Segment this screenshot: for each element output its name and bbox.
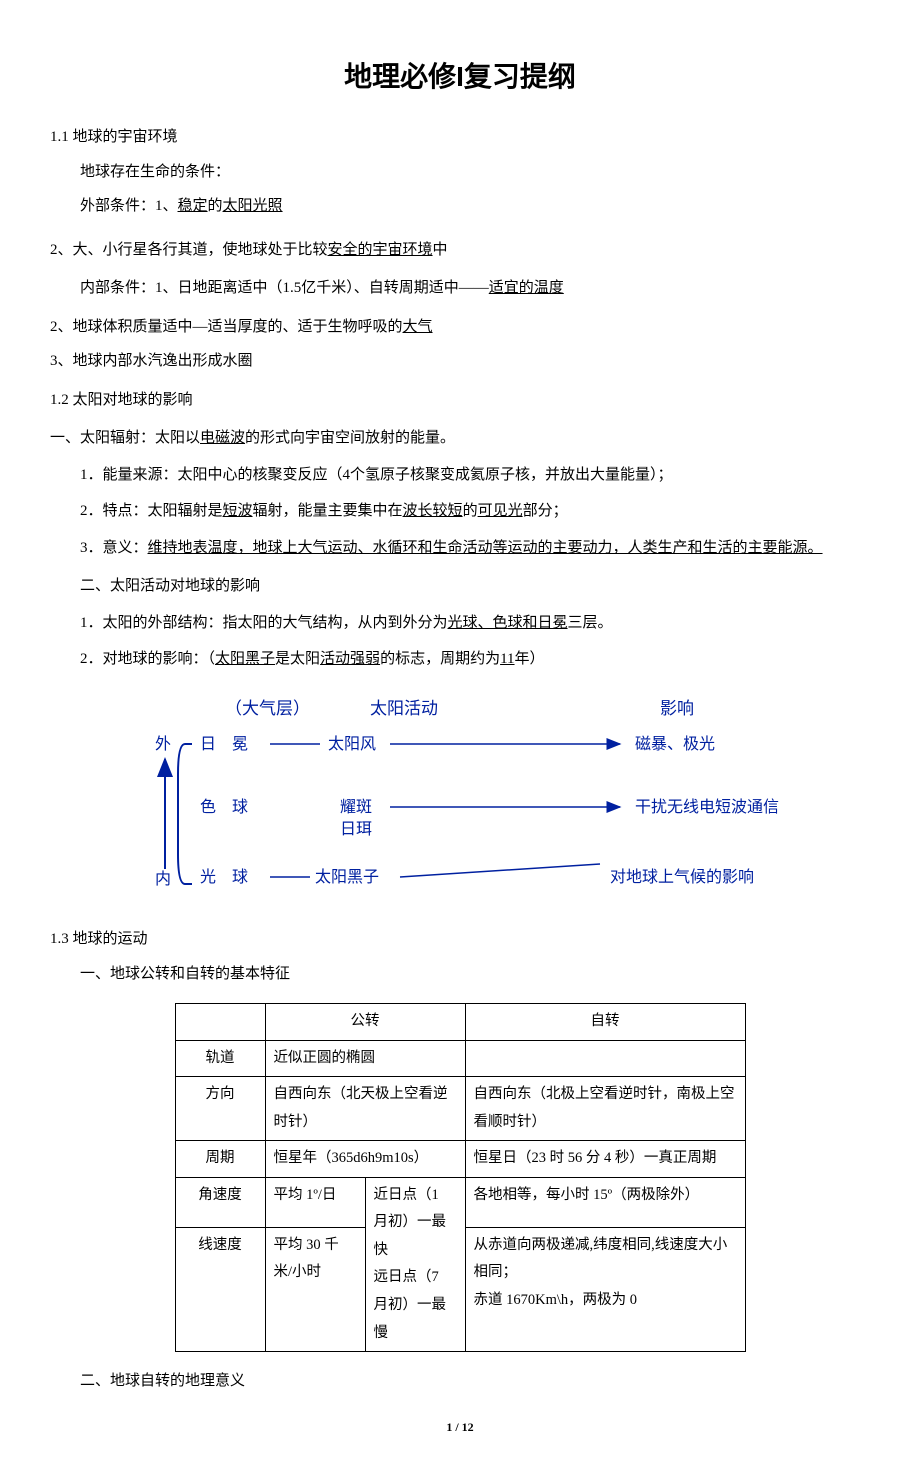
diagram-effect3: 对地球上气候的影响 xyxy=(610,868,754,886)
text-line: 3、地球内部水汽逸出形成水圈 xyxy=(50,347,870,376)
table-cell: 方向 xyxy=(175,1077,265,1141)
diagram-header-left: （大气层） xyxy=(225,699,310,718)
text: 辐射，能量主要集中在 xyxy=(253,503,403,519)
diagram-svg: （大气层） 太阳活动 影响 外 内 日 冕 太阳风 磁暴、极光 色 球 耀斑 日… xyxy=(110,694,810,894)
text: 一、太阳辐射：太阳以 xyxy=(50,430,200,446)
diagram-inner-label: 内 xyxy=(155,870,171,888)
underlined-text: 适宜的温度 xyxy=(489,280,564,296)
text-line: 2、大、小行星各行其道，使地球处于比较安全的宇宙环境中 xyxy=(50,236,870,265)
diagram-layer1: 日 冕 xyxy=(200,736,248,753)
table-header-cell: 自转 xyxy=(465,1004,745,1041)
table-cell: 各地相等，每小时 15º（两极除外） xyxy=(465,1177,745,1227)
underlined-text: 光球、色球和日冕 xyxy=(448,615,568,631)
subsection-heading: 二、地球自转的地理意义 xyxy=(50,1367,870,1396)
underlined-text: 波长较短 xyxy=(403,503,463,519)
text: 2．特点：太阳辐射是 xyxy=(80,503,223,519)
diagram-activity2a: 耀斑 xyxy=(340,798,372,816)
text: 1．太阳的外部结构：指太阳的大气结构，从内到外分为 xyxy=(80,615,448,631)
diagram-outer-label: 外 xyxy=(155,735,171,753)
text: 的 xyxy=(208,198,223,214)
solar-activity-diagram: （大气层） 太阳活动 影响 外 内 日 冕 太阳风 磁暴、极光 色 球 耀斑 日… xyxy=(110,694,810,905)
rotation-revolution-table: 公转 自转 轨道 近似正圆的椭圆 方向 自西向东（北天极上空看逆时针） 自西向东… xyxy=(175,1003,746,1352)
text-line: 地球存在生命的条件： xyxy=(50,158,870,187)
text: 的标志，周期约为 xyxy=(380,651,500,667)
text: 外部条件：1、 xyxy=(80,198,178,214)
underlined-text: 活动强弱 xyxy=(320,651,380,667)
text-line: 3．意义：维持地表温度，地球上大气运动、水循环和生命活动等运动的主要动力，人类生… xyxy=(50,534,870,563)
table-header-cell: 公转 xyxy=(265,1004,465,1041)
page-title: 地理必修I复习提纲 xyxy=(50,50,870,103)
text: 的形式向宇宙空间放射的能量。 xyxy=(245,430,455,446)
table-cell: 恒星日（23 时 56 分 4 秒）一真正周期 xyxy=(465,1141,745,1178)
table-cell xyxy=(465,1040,745,1077)
diagram-header-mid: 太阳活动 xyxy=(370,699,438,718)
table-cell: 自西向东（北极上空看逆时针，南极上空看顺时针） xyxy=(465,1077,745,1141)
table-cell: 平均 30 千米/小时 xyxy=(265,1227,365,1352)
diagram-effect2: 干扰无线电短波通信 xyxy=(635,798,779,816)
text: 2、地球体积质量适中—适当厚度的、适于生物呼吸的 xyxy=(50,319,403,335)
text-line: 外部条件：1、稳定的太阳光照 xyxy=(50,192,870,221)
text: 三层。 xyxy=(568,615,613,631)
underlined-text: 稳定 xyxy=(178,198,208,214)
underlined-text: 电磁波 xyxy=(200,430,245,446)
table-cell: 近似正圆的椭圆 xyxy=(265,1040,465,1077)
page-footer: 1 / 12 xyxy=(50,1416,870,1439)
table-cell: 近日点（1 月初）一最快远日点（7 月初）一最慢 xyxy=(365,1177,465,1351)
text: 内部条件：1、日地距离适中（1.5亿千米）、自转周期适中—— xyxy=(80,280,489,296)
diagram-layer2: 色 球 xyxy=(200,798,248,816)
diagram-activity2b: 日珥 xyxy=(340,821,372,838)
underlined-text: 维持地表温度，地球上大气运动、水循环和生命活动等运动的主要动力，人类生产和生活的… xyxy=(148,540,823,556)
table-cell: 周期 xyxy=(175,1141,265,1178)
underlined-text: 大气 xyxy=(403,319,433,335)
table-cell: 轨道 xyxy=(175,1040,265,1077)
diagram-layer3: 光 球 xyxy=(200,868,248,886)
subsection-heading: 二、太阳活动对地球的影响 xyxy=(50,572,870,601)
text-line: 2．特点：太阳辐射是短波辐射，能量主要集中在波长较短的可见光部分； xyxy=(50,497,870,526)
text: 部分； xyxy=(523,503,568,519)
text-line: 1．太阳的外部结构：指太阳的大气结构，从内到外分为光球、色球和日冕三层。 xyxy=(50,609,870,638)
underlined-text: 安全的宇宙环境 xyxy=(328,242,433,258)
diagram-activity1: 太阳风 xyxy=(328,735,376,753)
text: 年） xyxy=(515,651,545,667)
diagram-header-right: 影响 xyxy=(660,699,694,718)
text-line: 内部条件：1、日地距离适中（1.5亿千米）、自转周期适中——适宜的温度 xyxy=(50,274,870,303)
text: 的 xyxy=(463,503,478,519)
underlined-text: 可见光 xyxy=(478,503,523,519)
table-row: 方向 自西向东（北天极上空看逆时针） 自西向东（北极上空看逆时针，南极上空看顺时… xyxy=(175,1077,745,1141)
table-cell: 自西向东（北天极上空看逆时针） xyxy=(265,1077,465,1141)
table-row: 周期 恒星年（365d6h9m10s） 恒星日（23 时 56 分 4 秒）一真… xyxy=(175,1141,745,1178)
text: 2．对地球的影响：（ xyxy=(80,651,215,667)
section-1-1-heading: 1.1 地球的宇宙环境 xyxy=(50,123,870,152)
text: 2、大、小行星各行其道，使地球处于比较 xyxy=(50,242,328,258)
text-line: 一、太阳辐射：太阳以电磁波的形式向宇宙空间放射的能量。 xyxy=(50,424,870,453)
table-cell: 恒星年（365d6h9m10s） xyxy=(265,1141,465,1178)
text: 中 xyxy=(433,242,448,258)
text-line: 2、地球体积质量适中—适当厚度的、适于生物呼吸的大气 xyxy=(50,313,870,342)
table-cell: 角速度 xyxy=(175,1177,265,1227)
table-cell: 从赤道向两极递减,纬度相同,线速度大小相同； 赤道 1670Km\h，两极为 0 xyxy=(465,1227,745,1352)
table-cell: 线速度 xyxy=(175,1227,265,1352)
table-row: 轨道 近似正圆的椭圆 xyxy=(175,1040,745,1077)
table-cell: 平均 1º/日 xyxy=(265,1177,365,1227)
diagram-activity3: 太阳黑子 xyxy=(315,868,379,886)
table-header-row: 公转 自转 xyxy=(175,1004,745,1041)
underlined-text: 太阳光照 xyxy=(223,198,283,214)
underlined-text: 太阳黑子 xyxy=(215,651,275,667)
text-line: 2．对地球的影响：（太阳黑子是太阳活动强弱的标志，周期约为11年） xyxy=(50,645,870,674)
section-1-3-heading: 1.3 地球的运动 xyxy=(50,925,870,954)
table-header-cell xyxy=(175,1004,265,1041)
diagram-effect1: 磁暴、极光 xyxy=(635,735,715,753)
underlined-text: 短波 xyxy=(223,503,253,519)
section-1-2-heading: 1.2 太阳对地球的影响 xyxy=(50,386,870,415)
subsection-heading: 一、地球公转和自转的基本特征 xyxy=(50,960,870,989)
text-line: 1．能量来源：太阳中心的核聚变反应（4个氢原子核聚变成氦原子核，并放出大量能量）… xyxy=(50,461,870,490)
text: 3．意义： xyxy=(80,540,148,556)
text: 是太阳 xyxy=(275,651,320,667)
table-row: 角速度 平均 1º/日 近日点（1 月初）一最快远日点（7 月初）一最慢 各地相… xyxy=(175,1177,745,1227)
underlined-text: 11 xyxy=(500,651,514,667)
